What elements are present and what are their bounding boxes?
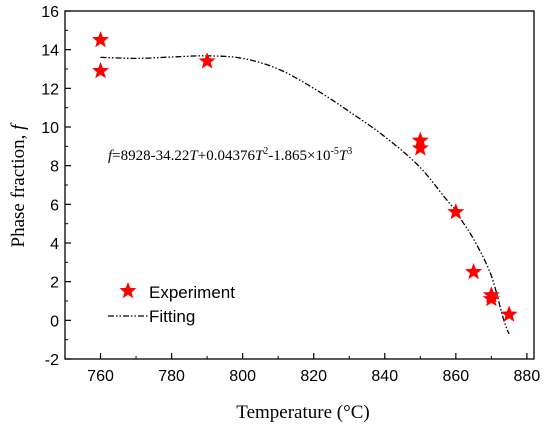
legend: Experiment Fitting — [108, 282, 235, 326]
x-tick-label-800: 800 — [229, 368, 256, 385]
y-axis-label-prefix: Phase fraction, — [8, 130, 29, 248]
y-tick-label-2: 2 — [50, 275, 59, 292]
x-tick-label-840: 840 — [371, 368, 398, 385]
eq-var-1: T — [189, 148, 199, 164]
y-tick-label-6: 6 — [50, 197, 59, 214]
eq-c1: 34.22 — [156, 148, 190, 164]
legend-label-experiment: Experiment — [149, 283, 235, 302]
experiment-point-6 — [465, 263, 483, 280]
y-tick-label-14: 14 — [41, 43, 59, 60]
fitting-curve — [100, 55, 510, 335]
x-tick-label-760: 760 — [87, 368, 114, 385]
eq-c3: 1.865 — [273, 148, 307, 164]
x-axis-label: Temperature (°C) — [236, 402, 369, 423]
eq-var-3: T — [339, 148, 349, 164]
eq-c3-exp: -5 — [331, 146, 339, 157]
experiment-point-4 — [411, 139, 429, 156]
y-axis-label: Phase fraction, f — [8, 122, 29, 248]
y-tick-label-16: 16 — [41, 4, 59, 21]
fit-equation-annotation: f=8928-34.22T+0.04376T2-1.865×10-5T3 — [108, 146, 352, 164]
experiment-point-1 — [92, 61, 110, 79]
y-tick-label-10: 10 — [41, 120, 59, 137]
experiment-point-8 — [482, 290, 500, 307]
experiment-point-5 — [447, 203, 465, 220]
axis-ticks: 760 780 800 820 840 860 880 -2 0 2 4 6 8 10 12 14 16 — [41, 4, 540, 385]
x-tick-label-860: 860 — [442, 368, 469, 385]
eq-var-2: T — [255, 148, 265, 164]
eq-c2: 0.04376 — [206, 148, 255, 164]
y-tick-label-12: 12 — [41, 81, 59, 98]
x-tick-label-820: 820 — [300, 368, 327, 385]
x-tick-label-880: 880 — [514, 368, 541, 385]
eq-c0: 8928 — [121, 148, 151, 164]
y-axis-label-var: f — [8, 122, 29, 130]
fitting-curve-layer — [100, 55, 510, 335]
experiment-point-2 — [198, 52, 216, 69]
experiment-point-9 — [500, 305, 518, 322]
plot-frame — [64, 10, 535, 360]
experiment-points-layer — [92, 31, 518, 322]
x-tick-label-780: 780 — [158, 368, 185, 385]
y-tick-label-4: 4 — [50, 236, 59, 253]
eq-lhs: f — [108, 148, 114, 164]
legend-star-marker — [119, 282, 137, 299]
y-tick-label--2: -2 — [45, 352, 59, 369]
legend-label-fitting: Fitting — [149, 307, 195, 326]
y-tick-label-0: 0 — [50, 313, 59, 330]
y-tick-label-8: 8 — [50, 159, 59, 176]
experiment-point-0 — [92, 31, 110, 48]
